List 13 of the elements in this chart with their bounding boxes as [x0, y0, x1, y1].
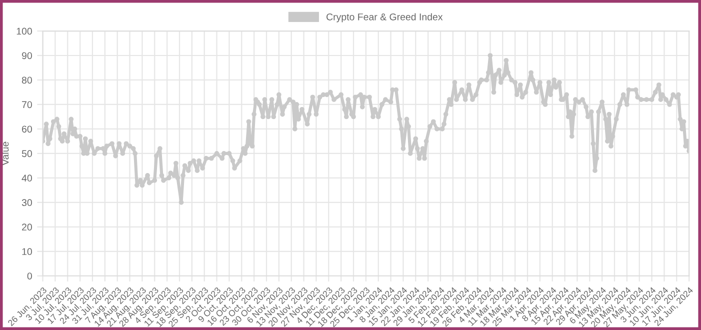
y-tick-label: 30: [22, 199, 32, 206]
y-tick-label: 100: [16, 28, 32, 35]
y-tick-label: 80: [22, 76, 32, 84]
y-tick-label: 20: [22, 224, 32, 231]
y-tick-label: 60: [22, 126, 32, 133]
y-tick-label: 90: [22, 52, 32, 60]
y-tick-label: 50: [22, 150, 32, 158]
y-axis-title: Value: [2, 142, 9, 166]
y-tick-label: 70: [22, 101, 32, 108]
y-tick-label: 0: [27, 272, 32, 280]
y-tick-label: 40: [22, 174, 32, 182]
y-tick-label: 10: [22, 248, 32, 256]
legend-label: Crypto Fear & Greed Index: [326, 13, 443, 22]
